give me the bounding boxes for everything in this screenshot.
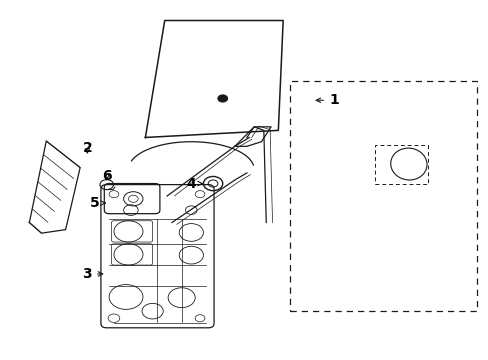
- Circle shape: [218, 95, 227, 102]
- Text: 3: 3: [82, 267, 102, 281]
- Text: 4: 4: [186, 176, 202, 190]
- Text: 1: 1: [316, 93, 338, 107]
- Text: 5: 5: [90, 196, 105, 210]
- Text: 6: 6: [102, 170, 111, 184]
- Text: 2: 2: [82, 141, 92, 155]
